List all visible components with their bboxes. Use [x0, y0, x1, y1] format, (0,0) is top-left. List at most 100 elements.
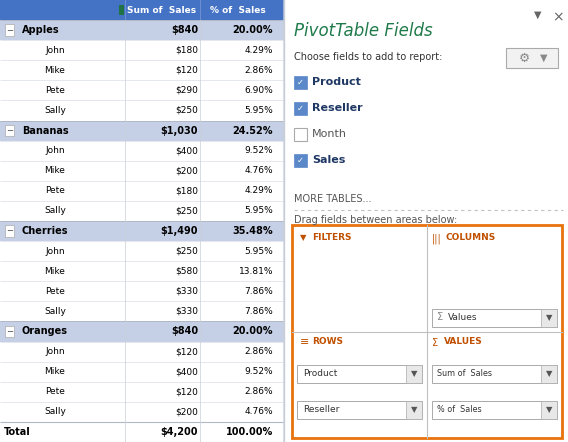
Text: $330: $330 — [175, 287, 198, 296]
Text: Σ: Σ — [437, 312, 443, 323]
Bar — [0, 241, 284, 261]
Text: VALUES: VALUES — [444, 338, 483, 347]
Text: $200: $200 — [175, 408, 198, 416]
Text: ▼: ▼ — [540, 53, 548, 63]
Text: $400: $400 — [175, 367, 198, 376]
Text: 13.81%: 13.81% — [239, 267, 273, 276]
Text: −: − — [6, 227, 13, 236]
Text: ▼: ▼ — [411, 369, 417, 378]
Text: Drag fields between areas below:: Drag fields between areas below: — [294, 215, 457, 225]
Bar — [0, 382, 284, 402]
Text: Mike: Mike — [44, 166, 65, 175]
Text: $200: $200 — [175, 166, 198, 175]
Bar — [0, 80, 284, 100]
Text: COLUMNS: COLUMNS — [446, 233, 496, 242]
Text: 5.95%: 5.95% — [244, 206, 273, 215]
Text: 20.00%: 20.00% — [232, 25, 273, 35]
Bar — [0, 181, 284, 201]
Text: Total: Total — [4, 427, 31, 437]
Text: Sally: Sally — [44, 408, 66, 416]
Text: Sales: Sales — [312, 155, 345, 165]
Text: ▼: ▼ — [534, 10, 542, 20]
Text: Oranges: Oranges — [22, 327, 68, 336]
Text: Mike: Mike — [44, 267, 65, 276]
Text: ▼: ▼ — [300, 233, 307, 242]
Text: % of  Sales: % of Sales — [437, 405, 482, 414]
Text: −: − — [6, 126, 13, 135]
Text: Sum of  Sales: Sum of Sales — [127, 6, 197, 15]
Text: 5.95%: 5.95% — [244, 247, 273, 255]
Text: Pete: Pete — [45, 187, 65, 195]
Text: $250: $250 — [175, 206, 198, 215]
Text: ✓: ✓ — [297, 103, 304, 113]
Text: $840: $840 — [171, 327, 198, 336]
Text: 6.90%: 6.90% — [244, 86, 273, 95]
Bar — [406, 365, 422, 383]
Bar — [406, 401, 422, 419]
Text: −: − — [6, 327, 13, 336]
Text: 35.48%: 35.48% — [232, 226, 273, 236]
Text: $580: $580 — [175, 267, 198, 276]
Bar — [0, 321, 284, 342]
Bar — [119, 5, 124, 15]
FancyBboxPatch shape — [292, 225, 562, 438]
Text: $1,490: $1,490 — [161, 226, 198, 236]
Text: 9.52%: 9.52% — [244, 367, 273, 376]
Text: Choose fields to add to report:: Choose fields to add to report: — [294, 52, 442, 62]
Text: ▼: ▼ — [546, 313, 552, 322]
Bar — [432, 401, 557, 419]
Text: 5.95%: 5.95% — [244, 106, 273, 115]
Text: John: John — [45, 46, 65, 55]
Text: 24.52%: 24.52% — [232, 126, 273, 136]
Bar — [294, 153, 307, 167]
Text: $4,200: $4,200 — [161, 427, 198, 437]
Text: Sally: Sally — [44, 206, 66, 215]
Text: Product: Product — [303, 369, 337, 378]
Bar — [294, 127, 307, 141]
Text: FILTERS: FILTERS — [312, 233, 352, 242]
Text: 4.76%: 4.76% — [244, 408, 273, 416]
Bar — [0, 100, 284, 121]
Text: Pete: Pete — [45, 287, 65, 296]
Text: Pete: Pete — [45, 86, 65, 95]
Bar — [294, 76, 307, 88]
Bar — [432, 309, 557, 327]
Text: ×: × — [552, 10, 564, 24]
Text: Sally: Sally — [44, 106, 66, 115]
Text: % of  Sales: % of Sales — [210, 6, 266, 15]
Bar — [0, 281, 284, 301]
Bar — [0, 422, 284, 442]
Text: Mike: Mike — [44, 367, 65, 376]
Text: ✓: ✓ — [297, 156, 304, 164]
Bar — [0, 402, 284, 422]
Bar — [541, 401, 557, 419]
Text: $180: $180 — [175, 46, 198, 55]
Bar — [0, 261, 284, 281]
Text: Reseller: Reseller — [303, 405, 339, 414]
Text: ▼: ▼ — [411, 405, 417, 414]
Bar — [0, 301, 284, 321]
Bar — [0, 221, 284, 241]
Text: Cherries: Cherries — [22, 226, 69, 236]
Text: ROWS: ROWS — [312, 338, 343, 347]
Text: 4.76%: 4.76% — [244, 166, 273, 175]
Bar — [541, 365, 557, 383]
Text: ≡: ≡ — [300, 338, 310, 347]
Bar — [0, 362, 284, 382]
Bar — [0, 141, 284, 161]
Text: Values: Values — [448, 313, 478, 322]
Bar — [0, 121, 284, 141]
Text: $840: $840 — [171, 25, 198, 35]
Text: MORE TABLES...: MORE TABLES... — [294, 194, 371, 204]
Text: Sum of  Sales: Sum of Sales — [437, 369, 492, 378]
Bar — [0, 40, 284, 60]
Text: ▼: ▼ — [546, 369, 552, 378]
Text: $250: $250 — [175, 106, 198, 115]
Text: Apples: Apples — [22, 25, 60, 35]
Text: $180: $180 — [175, 187, 198, 195]
Text: $330: $330 — [175, 307, 198, 316]
Text: $290: $290 — [175, 86, 198, 95]
Bar — [506, 48, 558, 68]
Bar — [541, 309, 557, 327]
Text: Reseller: Reseller — [312, 103, 362, 113]
